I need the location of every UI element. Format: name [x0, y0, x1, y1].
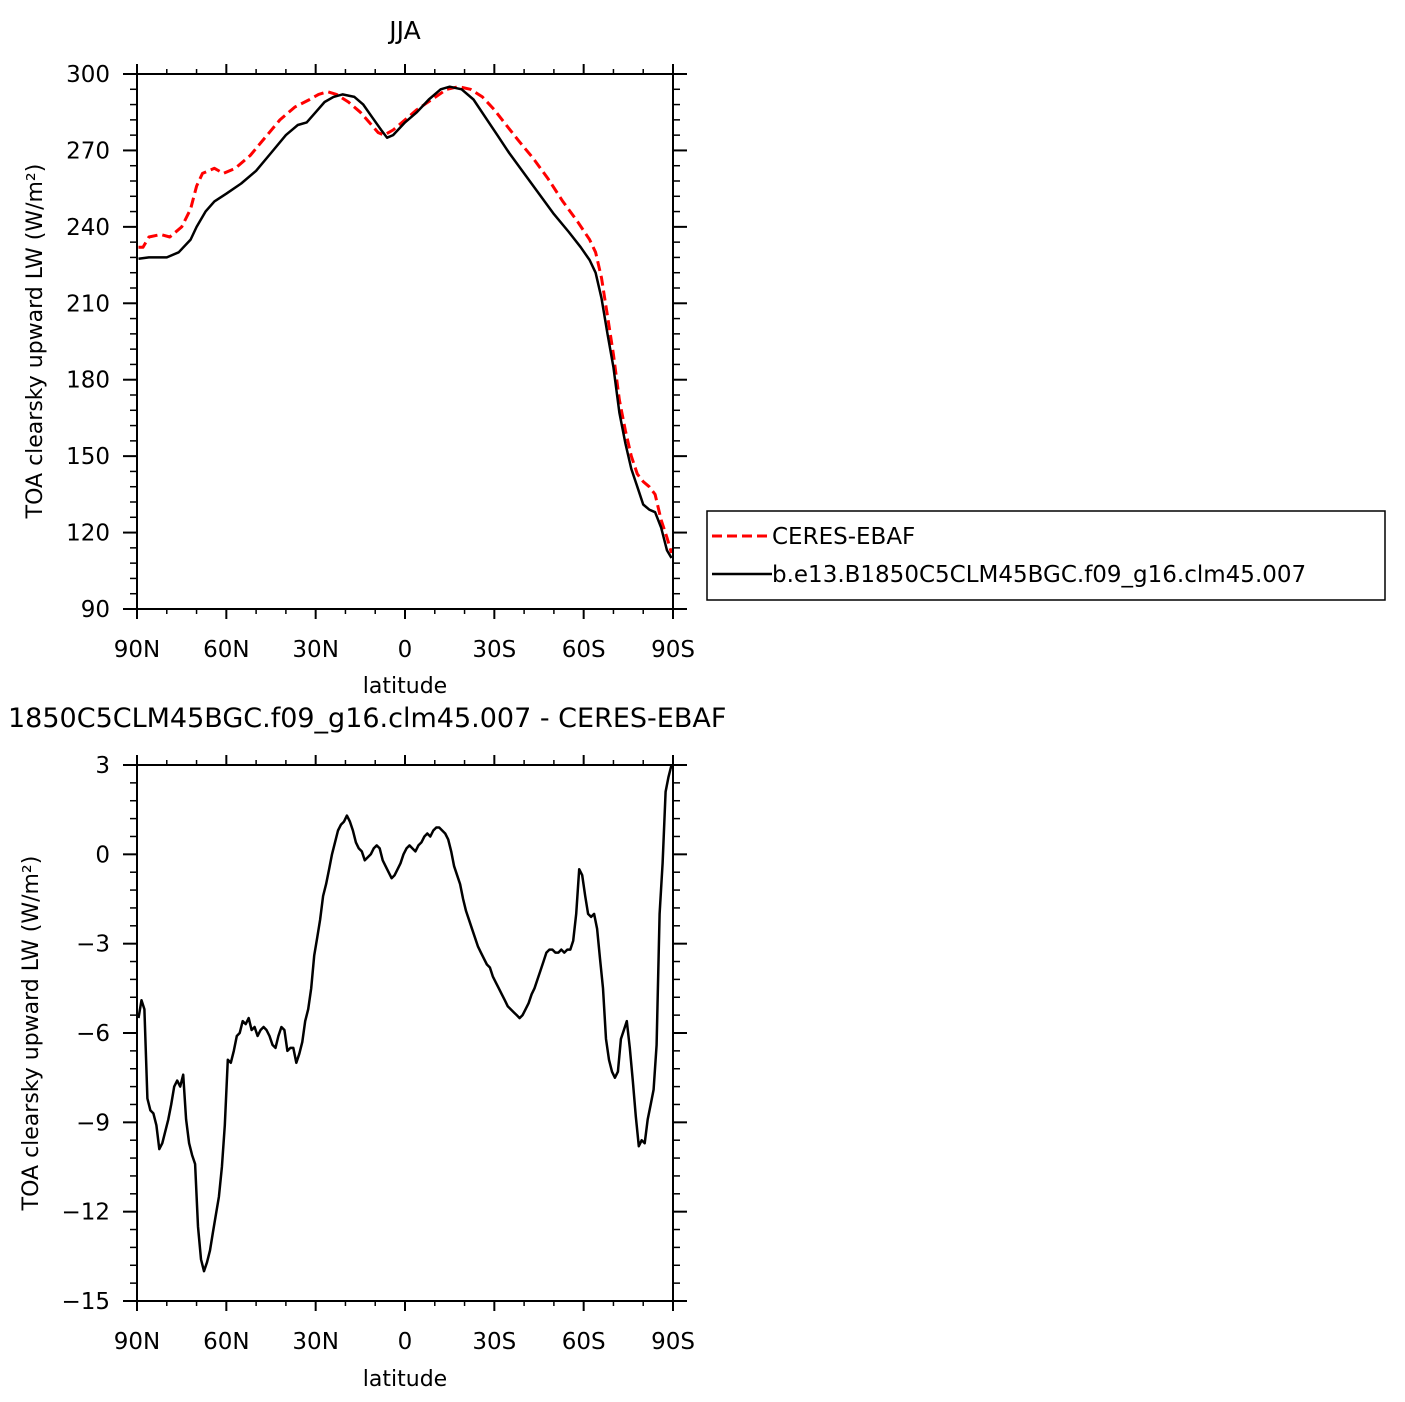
y-tick-label: 90 — [81, 597, 110, 623]
y-tick-label: 270 — [66, 138, 110, 164]
x-tick-label: 30N — [292, 1329, 338, 1355]
y-tick-label: 180 — [66, 368, 110, 394]
axes-layer: 90N 60N 30N 0 30S 60S 90S −15 −12 −9 −6 −3 0 3 — [61, 753, 694, 1355]
y-axis-label: TOA clearsky upward LW (W/m²) — [19, 856, 44, 1212]
series-line-0 — [138, 85, 673, 554]
series-layer — [137, 764, 673, 1273]
y-tick-label: 240 — [66, 215, 110, 241]
x-tick-label: 60N — [203, 1329, 249, 1355]
x-tick-label: 90S — [651, 637, 695, 663]
x-tick-label: 30S — [472, 637, 516, 663]
y-tick-label: −15 — [61, 1289, 110, 1315]
y-tick-label: 120 — [66, 521, 110, 547]
x-tick-label: 30N — [292, 637, 338, 663]
x-tick-label: 30S — [472, 1329, 516, 1355]
plot-frame — [136, 764, 674, 1302]
x-tick-label: 60N — [203, 637, 249, 663]
series-line-0 — [137, 764, 673, 1273]
chart-title: 1850C5CLM45BGC.f09_g16.clm45.007 - CERES… — [8, 703, 726, 734]
legend-box — [706, 510, 1386, 601]
y-tick-label: −9 — [76, 1110, 110, 1136]
y-tick-label: −3 — [76, 932, 110, 958]
x-axis-label: latitude — [363, 674, 447, 699]
x-tick-label: 60S — [562, 637, 606, 663]
x-axis-label: latitude — [363, 1367, 447, 1392]
y-axis-label: TOA clearsky upward LW (W/m²) — [23, 164, 48, 520]
y-tick-label: 300 — [66, 62, 110, 88]
y-tick-label: 0 — [95, 842, 110, 868]
x-tick-label: 60S — [562, 1329, 606, 1355]
y-tick-label: 3 — [95, 753, 110, 779]
x-tick-label: 0 — [398, 637, 413, 663]
legend-label-model: b.e13.B1850C5CLM45BGC.f09_g16.clm45.007 — [772, 562, 1306, 588]
series-layer — [138, 85, 673, 559]
top-chart: JJA 90N 60N 30N 0 30S 60S 90S 90 120 150 180 210 240… — [23, 16, 1386, 699]
difference-chart: 1850C5CLM45BGC.f09_g16.clm45.007 - CERES… — [8, 703, 726, 1392]
x-tick-label: 90N — [114, 1329, 160, 1355]
y-tick-label: −12 — [61, 1200, 110, 1226]
legend-label-ceres: CERES-EBAF — [772, 524, 915, 550]
x-tick-label: 90S — [651, 1329, 695, 1355]
y-tick-label: 150 — [66, 444, 110, 470]
axes-layer: 90N 60N 30N 0 30S 60S 90S 90 120 150 180 210 240 270 3… — [66, 62, 695, 663]
y-tick-label: −6 — [76, 1021, 110, 1047]
x-tick-label: 0 — [398, 1329, 413, 1355]
plot-frame — [136, 73, 674, 610]
legend: CERES-EBAF b.e13.B1850C5CLM45BGC.f09_g16… — [706, 510, 1386, 601]
chart-title: JJA — [387, 16, 420, 45]
y-tick-label: 210 — [66, 291, 110, 317]
x-tick-label: 90N — [114, 637, 160, 663]
series-line-1 — [138, 85, 673, 559]
